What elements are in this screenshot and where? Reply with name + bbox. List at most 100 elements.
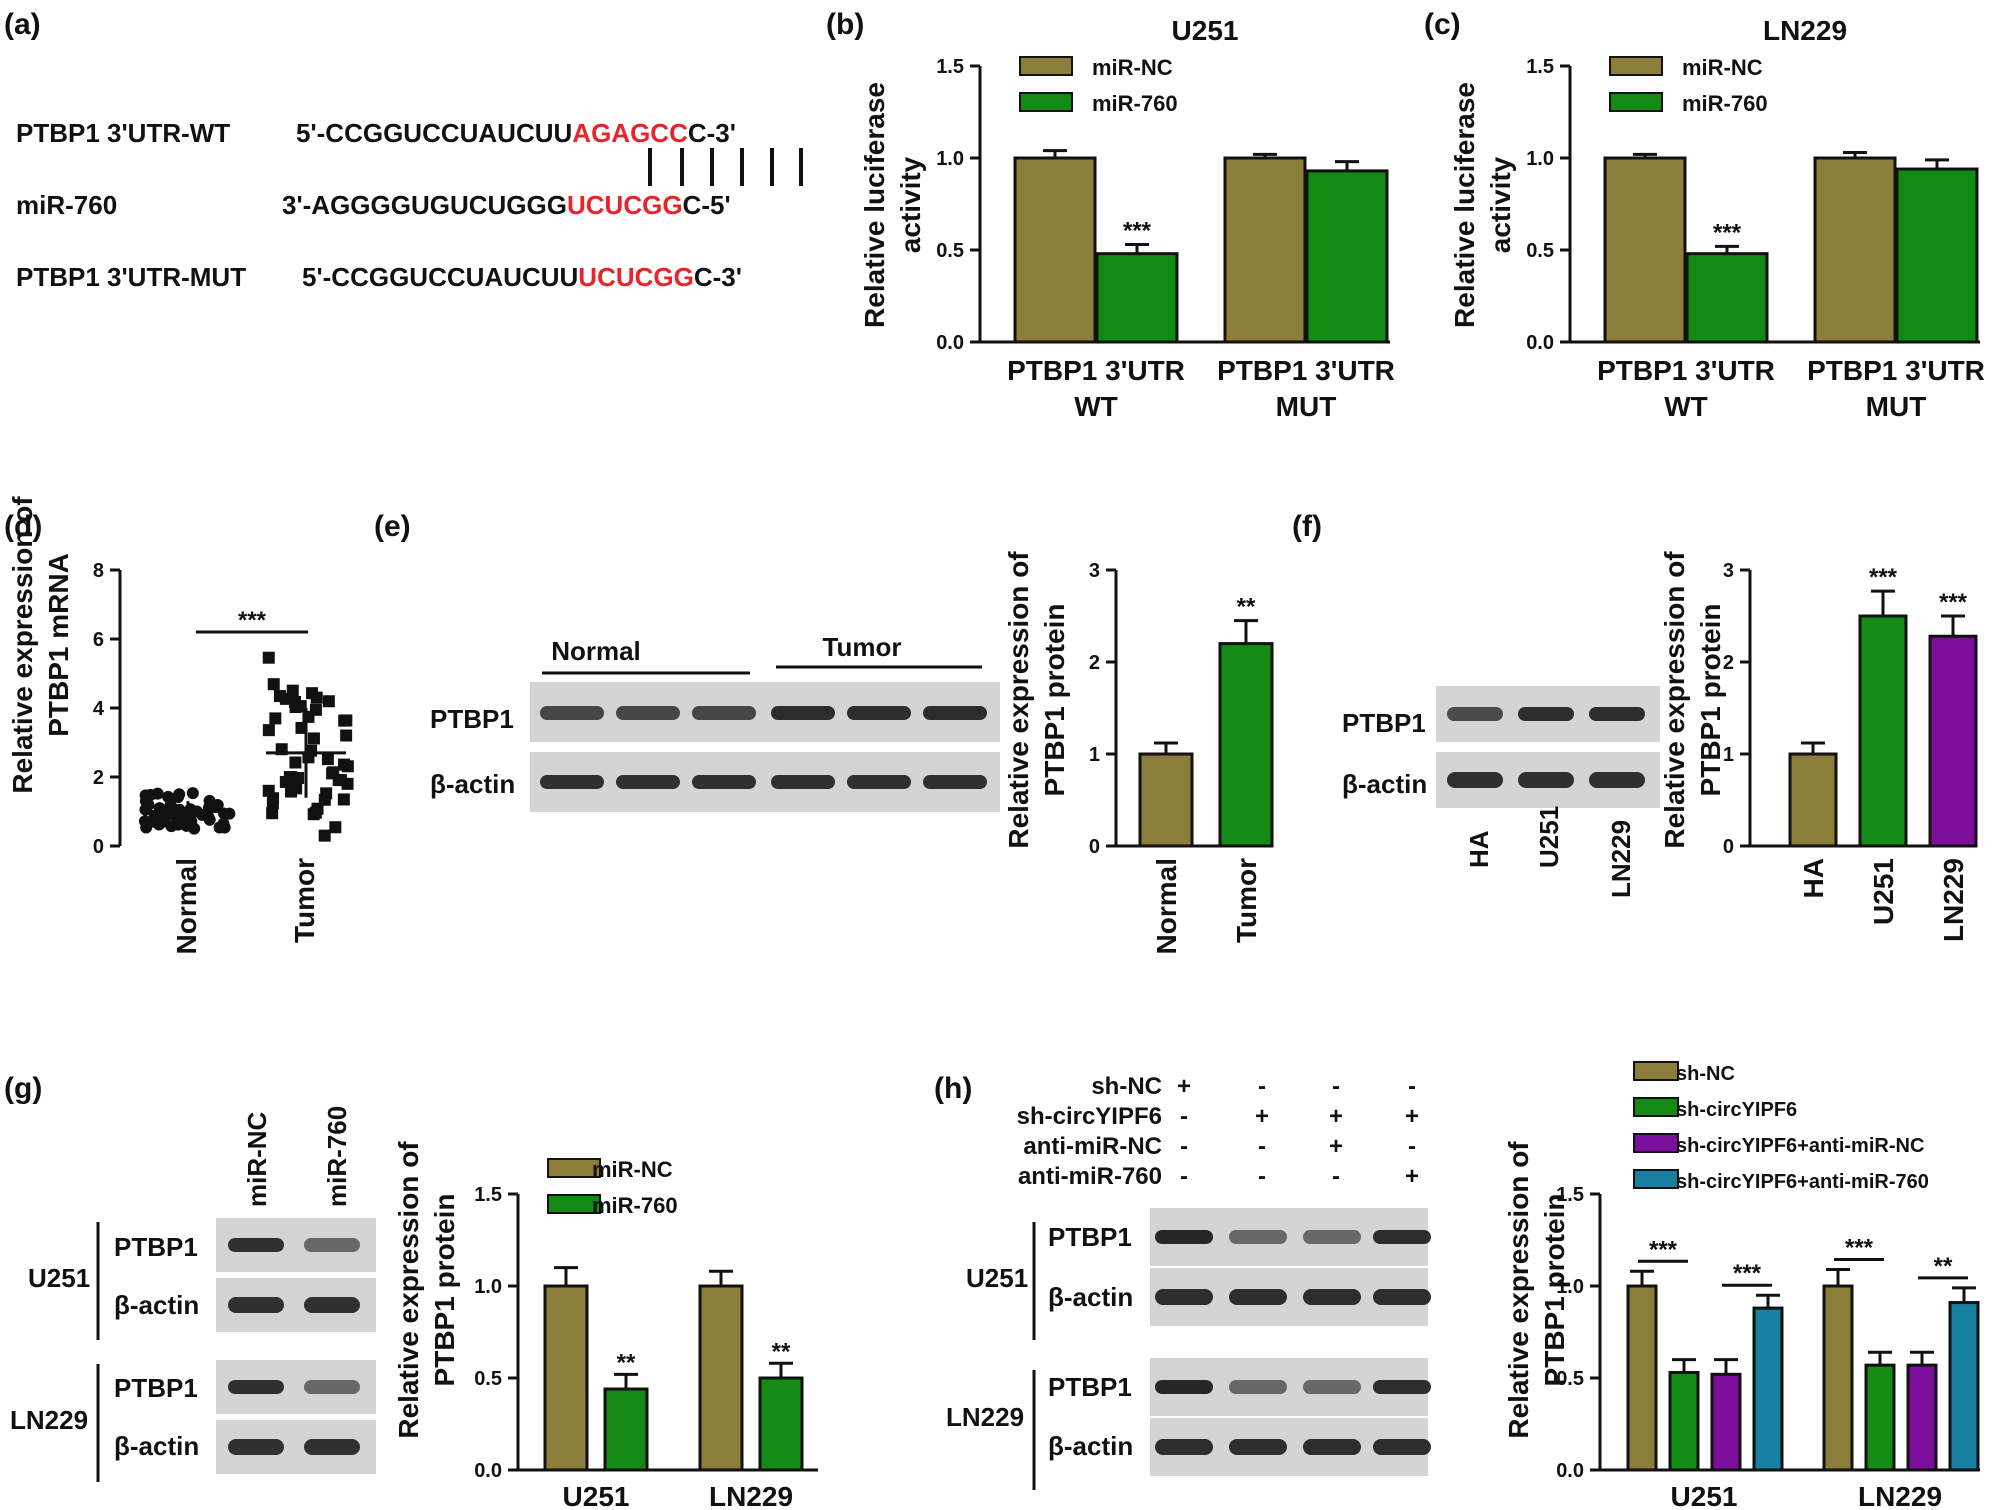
blot-h-u251-bactin-band (1229, 1289, 1287, 1305)
d-ytick-label: 0 (93, 836, 104, 858)
c-legend-swatch (1609, 92, 1663, 112)
mut-seq-site: UCUCGG (578, 262, 694, 292)
h-treatment-mark: + (1329, 1133, 1343, 1160)
blot-g-lane-mir760: miR-760 (322, 1106, 352, 1207)
d-point-tumor (266, 807, 279, 820)
h-treatment-label: anti-miR-760 (1018, 1163, 1162, 1190)
blot-g-u251-ptbp1-label: PTBP1 (114, 1232, 198, 1262)
d-point-normal (172, 818, 185, 831)
blot-h-u251-ptbp1-band (1373, 1230, 1431, 1244)
g-0-0-bar (543, 1284, 589, 1472)
h-treatment-mark: - (1180, 1103, 1188, 1130)
blot-g-u251-bactin-band (304, 1297, 360, 1313)
blot-g-ln229-bactin-band (304, 1439, 360, 1455)
d-point-tumor (295, 721, 308, 734)
blot-g-u251-ptbp1-band (228, 1238, 284, 1252)
h-legend-swatch (1633, 1061, 1679, 1081)
h-legend-label: sh-NC (1676, 1063, 1735, 1085)
d-point-tumor (322, 695, 335, 708)
g-0-1-bar (698, 1284, 744, 1472)
f-ylabel: PTBP1 protein (1695, 604, 1726, 797)
blot-g-u251-bactin-band (228, 1297, 284, 1313)
d-point-normal (173, 788, 186, 801)
blot-g-u251-ptbp1-band (304, 1238, 360, 1252)
h-treatment-mark: - (1408, 1133, 1416, 1160)
c-ylabel: Relative luciferase (1449, 82, 1480, 328)
mut-seq-suffix: C-3' (694, 262, 742, 292)
blot-h-ln229-ptbp1-band (1229, 1380, 1287, 1394)
g-ytick-label: 1.5 (474, 1184, 502, 1206)
e-ylabel: Relative expression of (1003, 551, 1034, 849)
e-xtick-label: Tumor (1231, 858, 1262, 943)
blot-e-group-normal: Normal (551, 636, 641, 666)
blot-f-bactin-band (1447, 772, 1503, 788)
blot-e-bactin-band (540, 775, 604, 789)
blot-e-bactin-strip (530, 752, 1000, 812)
d-point-tumor (285, 771, 298, 784)
f-significance: *** (1939, 589, 1968, 616)
blot-f-ptbp1-band (1589, 707, 1645, 721)
d-point-tumor (307, 732, 320, 745)
d-ytick-label: 2 (93, 767, 104, 789)
blot-e-ptbp1-band (847, 706, 911, 720)
chart-g-protein-mir760: 0.0 0.5 1.0 1.5 Relative expression of PTBP1 … (393, 1141, 818, 1510)
h-legend-label: sh-circYIPF6+anti-miR-760 (1676, 1171, 1929, 1193)
blot-h-cell-ln229: LN229 (946, 1402, 1024, 1432)
d-point-tumor (290, 782, 303, 795)
d-point-tumor (289, 756, 302, 769)
h-significance: ** (1934, 1253, 1953, 1280)
blot-e-ptbp1-band (540, 706, 604, 720)
c-xtick-label: PTBP1 3'UTR (1597, 355, 1775, 386)
f-0-bar (1788, 752, 1838, 848)
mir-sequence: 3'-AGGGGUGUCUGGGUCUCGGC-5' (282, 190, 731, 220)
b-ytick-label: 1.0 (936, 148, 964, 170)
h-treatment-mark: - (1180, 1133, 1188, 1160)
h-significance: *** (1733, 1260, 1762, 1287)
blot-h-ln229-ptbp1-band (1373, 1380, 1431, 1394)
h-treatment-mark: - (1332, 1163, 1340, 1190)
b-ylabel: Relative luciferase (859, 82, 890, 328)
c-nc-1-bar (1813, 156, 1897, 344)
h-2-1-bar (1906, 1363, 1938, 1472)
d-point-normal (213, 821, 226, 834)
blot-h-u251-ptbp1-band (1229, 1230, 1287, 1244)
c-legend-swatch (1609, 56, 1663, 76)
blot-g: miR-NC miR-760 U251 PTBP1 β-actin LN229 … (10, 1106, 376, 1482)
h-legend-swatch (1633, 1133, 1679, 1153)
mir-seq-site: UCUCGG (567, 190, 683, 220)
h-significance: *** (1845, 1234, 1874, 1261)
blot-g-ln229-ptbp1-band (304, 1380, 360, 1394)
b-legend-label: miR-760 (1092, 91, 1178, 116)
panel-label-d: (d) (4, 510, 42, 543)
d-point-tumor (338, 714, 351, 727)
e-xtick-label: Normal (1151, 858, 1182, 954)
f-ytick-label: 1 (1723, 744, 1734, 766)
blot-h-cell-u251: U251 (966, 1263, 1028, 1293)
h-legend-label: sh-circYIPF6 (1676, 1099, 1797, 1121)
h-legend-label: sh-circYIPF6+anti-miR-NC (1676, 1135, 1924, 1157)
d-xtick-label: Normal (171, 858, 202, 954)
g-significance: ** (617, 1349, 636, 1376)
blot-g-cell-u251: U251 (28, 1263, 90, 1293)
blot-e: Normal Tumor PTBP1 β-actin (430, 632, 1000, 812)
f-2-bar (1928, 634, 1978, 848)
c-ytick-label: 1.0 (1526, 148, 1554, 170)
d-point-normal (162, 790, 175, 803)
b-xtick-label: WT (1074, 391, 1118, 422)
d-point-tumor (318, 793, 331, 806)
g-significance: ** (772, 1338, 791, 1365)
h-treatment-label: sh-circYIPF6 (1017, 1103, 1162, 1130)
blot-h-u251-bactin-band (1155, 1289, 1213, 1305)
blot-g-lane-mirnc: miR-NC (242, 1111, 272, 1207)
chart-d-mrna-scatter: 0 2 4 6 8 Relative expression of PTBP1 mRNA ***… (7, 496, 354, 954)
blot-h-u251-ptbp1-label: PTBP1 (1048, 1222, 1132, 1252)
d-point-tumor (332, 773, 345, 786)
c-xtick-label: MUT (1866, 391, 1927, 422)
blot-h-ln229-bactin-band (1155, 1439, 1213, 1455)
h-ytick-label: 1.0 (1556, 1276, 1584, 1298)
blot-e-bactin-band (616, 775, 680, 789)
blot-g-cell-ln229: LN229 (10, 1405, 88, 1435)
h-treatment-mark: + (1329, 1103, 1343, 1130)
d-point-normal (157, 815, 170, 828)
blot-f-lane-ln229: LN229 (1606, 820, 1636, 898)
